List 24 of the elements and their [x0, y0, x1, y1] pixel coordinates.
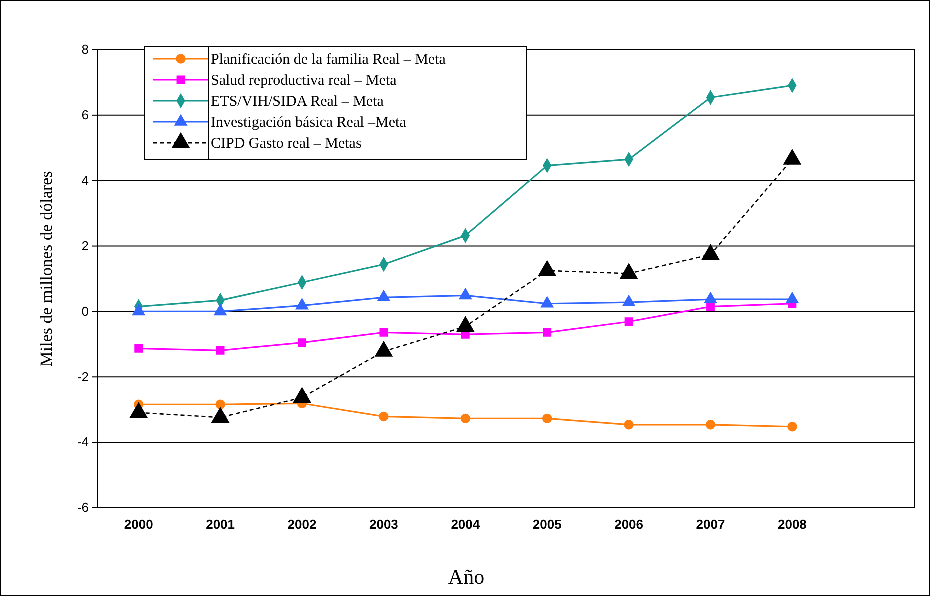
- y-tick-label: 0: [82, 304, 89, 319]
- y-tick-label: 2: [82, 238, 89, 254]
- x-axis-title: Año: [448, 565, 485, 589]
- y-tick-label: 8: [82, 42, 89, 58]
- y-tick-label: -2: [77, 369, 89, 384]
- x-tick-label: 2004: [451, 517, 481, 532]
- x-tick-label: 2003: [369, 517, 398, 532]
- y-tick-label: 6: [82, 108, 89, 123]
- legend-label: Investigación básica Real –Meta: [211, 115, 407, 131]
- x-tick-label: 2000: [124, 517, 154, 532]
- x-tick-label: 2002: [288, 517, 317, 532]
- x-tick-label: 2008: [778, 517, 807, 532]
- legend-label: ETS/VIH/SIDA Real – Meta: [211, 94, 384, 110]
- x-tick-label: 2005: [532, 517, 562, 532]
- legend-label: CIPD Gasto real – Metas: [211, 136, 362, 152]
- y-tick-label: -4: [77, 434, 89, 450]
- legend-label: Salud reproductiva real – Meta: [211, 73, 398, 89]
- x-tick-label: 2001: [206, 517, 236, 532]
- y-tick-label: -6: [77, 500, 89, 516]
- y-tick-label: 4: [82, 173, 89, 188]
- x-tick-label: 2006: [614, 517, 644, 532]
- y-axis-title: Miles de millones de dólares: [37, 171, 56, 367]
- x-tick-label: 2007: [696, 517, 726, 532]
- legend-label: Planificación de la familia Real – Meta: [211, 52, 446, 68]
